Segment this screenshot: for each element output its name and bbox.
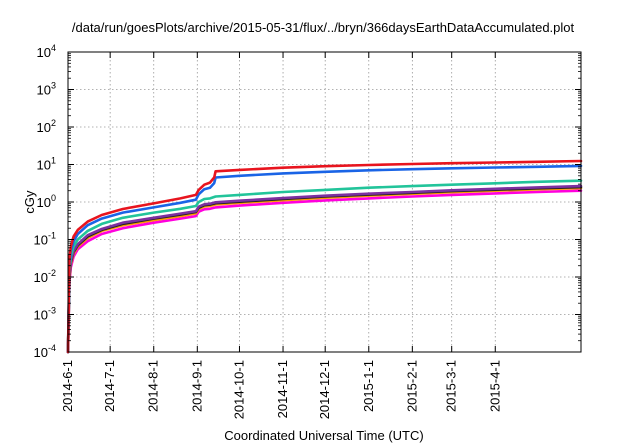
y-tick-label: 104	[37, 43, 56, 60]
y-tick-exponent: 4	[51, 43, 56, 53]
y-tick-exponent: 0	[51, 193, 56, 203]
x-tick-label: 2015-1-1	[361, 360, 376, 412]
x-tick-label: 2014-11-1	[275, 360, 290, 418]
y-tick-base: 10	[34, 308, 48, 323]
y-tick-label: 103	[37, 81, 56, 98]
plot-series	[66, 159, 583, 354]
y-tick-exponent: 2	[51, 118, 56, 128]
y-tick-exponent: -3	[48, 306, 56, 316]
chart-title: /data/run/goesPlots/archive/2015-05-31/f…	[72, 20, 575, 35]
x-axis-label: Coordinated Universal Time (UTC)	[224, 428, 423, 443]
y-tick-label: 100	[37, 193, 56, 210]
x-tick-label: 2014-10-1	[231, 360, 246, 419]
series-line	[66, 179, 583, 354]
x-tick-label: 2015-2-1	[404, 360, 419, 412]
y-tick-label: 101	[37, 156, 56, 173]
y-tick-exponent: 1	[51, 156, 56, 166]
x-tick-label: 2014-9-1	[189, 360, 204, 412]
y-tick-exponent: -1	[48, 231, 56, 241]
y-tick-base: 10	[37, 120, 51, 135]
series-line	[66, 184, 583, 354]
series-line	[66, 164, 583, 354]
y-tick-base: 10	[37, 45, 51, 60]
y-tick-label: 10-3	[34, 306, 56, 323]
series-line	[66, 159, 583, 354]
x-tick-label: 2014-6-1	[60, 360, 75, 412]
x-tick-label: 2015-4-1	[487, 360, 502, 412]
y-tick-base: 10	[34, 270, 48, 285]
series-line	[66, 189, 583, 354]
y-tick-label: 10-1	[34, 231, 56, 248]
y-tick-base: 10	[37, 83, 51, 98]
x-tick-label: 2015-3-1	[444, 360, 459, 412]
x-tick-label: 2014-8-1	[146, 360, 161, 412]
y-tick-base: 10	[37, 195, 51, 210]
y-tick-label: 10-4	[34, 343, 56, 360]
grid	[68, 52, 581, 352]
series-line	[66, 185, 583, 354]
x-tick-label: 2014-7-1	[102, 360, 117, 412]
x-tick-label: 2014-12-1	[317, 360, 332, 419]
series-line	[66, 186, 583, 354]
y-axis-label: cGy	[22, 190, 37, 214]
y-tick-label: 10-2	[34, 268, 56, 285]
y-tick-base: 10	[34, 233, 48, 248]
y-tick-exponent: -4	[48, 343, 56, 353]
y-tick-exponent: 3	[51, 81, 56, 91]
y-tick-exponent: -2	[48, 268, 56, 278]
y-tick-label: 102	[37, 118, 56, 135]
y-tick-base: 10	[34, 345, 48, 360]
y-tick-base: 10	[37, 158, 51, 173]
x-axis: 2014-6-1 2014-7-1 2014-8-1 2014-9-1 2014-10-…	[60, 52, 502, 419]
